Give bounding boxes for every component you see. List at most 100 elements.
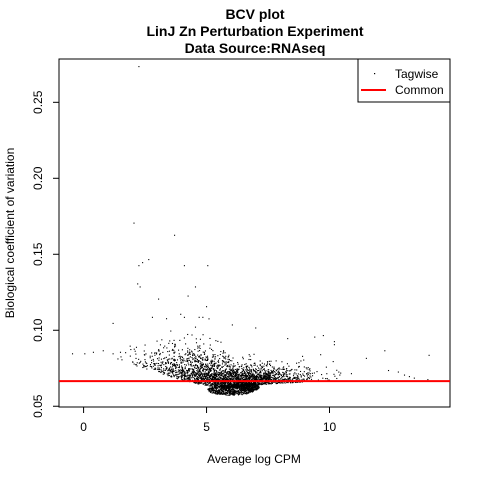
tagwise-point [237, 382, 239, 384]
tagwise-point [236, 368, 239, 370]
tagwise-point [234, 365, 236, 367]
tagwise-point [130, 349, 132, 351]
tagwise-point [265, 377, 267, 379]
tagwise-point [243, 378, 246, 380]
tagwise-point [238, 374, 240, 376]
tagwise-point [222, 384, 224, 386]
tagwise-point [227, 390, 229, 392]
tagwise-point [166, 347, 168, 349]
tagwise-point [212, 389, 214, 391]
tagwise-point [231, 385, 233, 387]
tagwise-point [222, 385, 224, 387]
tagwise-point [249, 386, 251, 388]
tagwise-point [258, 383, 260, 385]
tagwise-point [256, 365, 258, 367]
tagwise-point [174, 360, 176, 362]
tagwise-point [187, 359, 189, 361]
tagwise-point [228, 376, 230, 378]
tagwise-point [225, 376, 227, 379]
tagwise-point [299, 379, 301, 381]
tagwise-point [210, 385, 212, 387]
tagwise-point [203, 353, 205, 355]
tagwise-point [135, 357, 137, 359]
tagwise-point [241, 388, 243, 390]
tagwise-point [243, 367, 245, 369]
tagwise-point [211, 378, 213, 380]
tagwise-point [173, 364, 175, 366]
tagwise-point [253, 379, 255, 381]
tagwise-point [188, 357, 190, 359]
tagwise-point [243, 386, 245, 388]
tagwise-point [173, 365, 175, 367]
tagwise-point [236, 368, 238, 370]
tagwise-point [167, 375, 169, 377]
tagwise-point [167, 358, 169, 360]
tagwise-point [255, 389, 257, 391]
tagwise-point [188, 352, 190, 354]
tagwise-point [225, 355, 227, 357]
tagwise-point [138, 265, 140, 267]
tagwise-point [204, 359, 206, 361]
tagwise-point [228, 358, 230, 361]
tagwise-point [313, 372, 315, 374]
tagwise-point [216, 385, 218, 387]
tagwise-point [233, 363, 235, 365]
tagwise-point [194, 379, 196, 381]
tagwise-point [246, 389, 248, 391]
tagwise-point [212, 388, 214, 390]
tagwise-point [296, 375, 298, 377]
tagwise-point [229, 374, 231, 376]
tagwise-point [245, 384, 247, 386]
tagwise-point [178, 349, 180, 351]
tagwise-point [215, 378, 218, 380]
tagwise-point [185, 376, 187, 378]
tagwise-point [257, 387, 259, 390]
tagwise-point [224, 386, 226, 388]
tagwise-point [165, 362, 167, 364]
tagwise-point [222, 355, 224, 357]
tagwise-point [198, 369, 201, 371]
tagwise-point [230, 374, 232, 376]
tagwise-point [177, 373, 179, 375]
tagwise-point [228, 383, 230, 385]
tagwise-point [217, 366, 219, 368]
tagwise-point [184, 374, 186, 376]
tagwise-point [170, 375, 172, 377]
tagwise-point [154, 364, 156, 366]
tagwise-point [274, 377, 276, 379]
tagwise-point [252, 369, 255, 371]
tagwise-point [252, 374, 254, 376]
tagwise-point [233, 386, 235, 388]
tagwise-point [213, 377, 215, 379]
tagwise-point [227, 361, 229, 363]
tagwise-point [272, 369, 274, 372]
tagwise-point [230, 377, 232, 379]
tagwise-point [260, 368, 262, 370]
tagwise-point [228, 356, 230, 358]
tagwise-point [233, 389, 235, 392]
tagwise-point [212, 355, 214, 357]
tagwise-point [207, 359, 209, 361]
tagwise-point [237, 372, 239, 374]
tagwise-point [234, 386, 236, 388]
tagwise-point [213, 389, 215, 391]
tagwise-point [231, 390, 233, 392]
tagwise-point [155, 368, 157, 370]
tagwise-point [243, 392, 245, 394]
tagwise-point [218, 375, 220, 377]
tagwise-point [199, 363, 201, 365]
tagwise-point [211, 390, 213, 392]
tagwise-point [177, 369, 179, 371]
tagwise-point [197, 374, 199, 376]
tagwise-point [286, 378, 288, 381]
tagwise-point [220, 377, 222, 379]
tagwise-point [219, 393, 221, 395]
tagwise-point [263, 365, 265, 367]
tagwise-point [250, 385, 252, 387]
tagwise-point [182, 361, 184, 363]
tagwise-point [251, 391, 253, 393]
tagwise-point [302, 373, 304, 375]
tagwise-point [384, 350, 386, 352]
tagwise-point [158, 369, 160, 371]
tagwise-point [254, 382, 257, 384]
